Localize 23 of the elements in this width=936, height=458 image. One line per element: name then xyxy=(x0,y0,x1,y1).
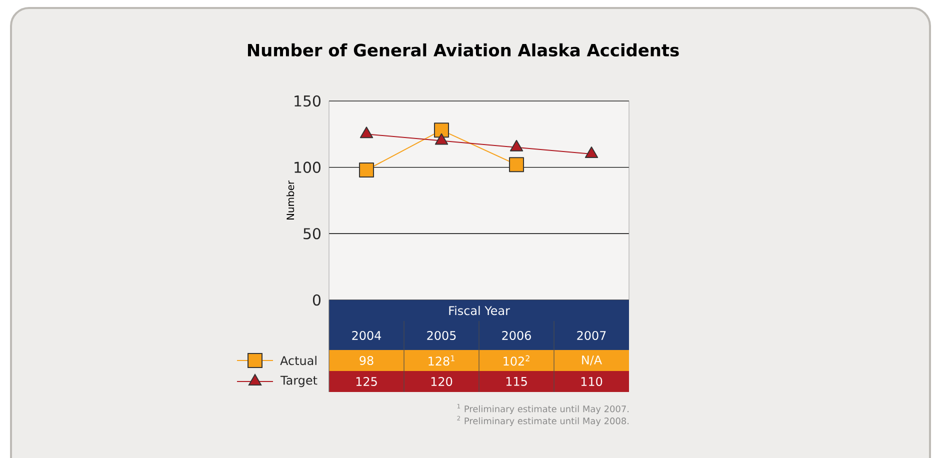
data-label: 125 xyxy=(356,376,377,386)
x-tick-label: 2006 xyxy=(502,330,531,340)
legend-label: Target xyxy=(280,376,318,388)
data-label: 120 xyxy=(431,376,452,386)
x-axis-title: Fiscal Year xyxy=(449,306,510,316)
text: $^{2}$ Preliminary estimate until May 2008. xyxy=(457,416,629,426)
data-label: 115 xyxy=(506,377,527,386)
data-label: 102$^{2}$ xyxy=(504,355,530,366)
y-tick-label: 50 xyxy=(304,228,320,240)
y-axis-title: Number xyxy=(286,180,294,220)
x-tick-label: 2007 xyxy=(577,330,606,340)
data-label: 98 xyxy=(360,356,374,366)
text: N/A xyxy=(582,356,602,366)
data-label: 110 xyxy=(581,376,602,386)
chart-title: Number of General Aviation Alaska Accidents xyxy=(248,43,679,57)
legend-label: Actual xyxy=(280,356,316,366)
y-tick-label: 0 xyxy=(312,294,320,306)
x-tick-label: 2005 xyxy=(427,330,456,340)
y-tick-label: 100 xyxy=(294,162,320,173)
x-tick-label: 2004 xyxy=(352,330,382,340)
y-tick-label: 150 xyxy=(294,95,320,107)
data-label: 128$^{1}$ xyxy=(428,355,454,366)
text: $^{1}$ Preliminary estimate until May 2007. xyxy=(457,404,629,414)
